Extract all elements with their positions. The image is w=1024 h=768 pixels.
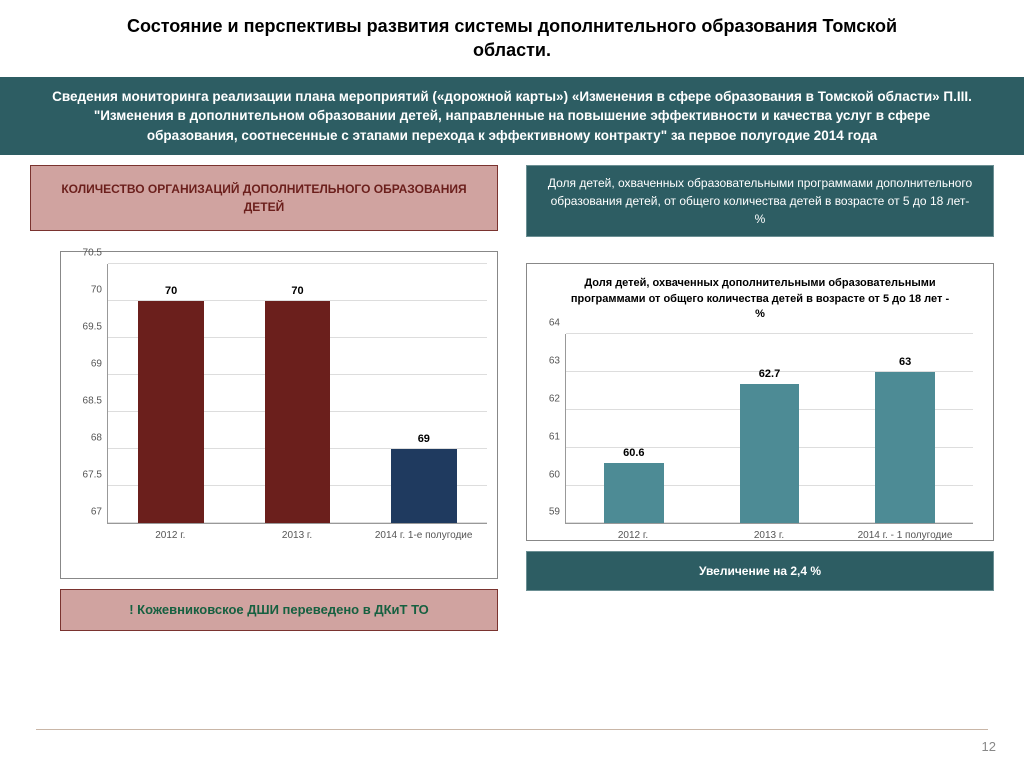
ytick-label: 70.5 [83,248,108,259]
x-label: 2014 г. 1-е полугодие [360,530,487,541]
bar-value-label: 63 [899,356,911,368]
ytick-label: 68.5 [83,396,108,407]
ytick-label: 67.5 [83,470,108,481]
x-label: 2014 г. - 1 полугодие [837,530,973,541]
x-label: 2013 г. [701,530,837,541]
page-number: 12 [982,739,996,754]
page-title: Состояние и перспективы развития системы… [0,0,1024,71]
ytick-label: 59 [549,507,566,518]
ytick-label: 67 [91,507,108,518]
bar-value-label: 70 [165,285,177,297]
ytick-label: 62 [549,394,566,405]
x-label: 2012 г. [565,530,701,541]
bar-value-label: 62.7 [759,368,780,380]
ytick-label: 70 [91,285,108,296]
ytick-label: 64 [549,318,566,329]
info-banner: Сведения мониторинга реализации плана ме… [0,77,1024,156]
ytick-label: 69.5 [83,322,108,333]
footer-divider [36,729,988,730]
bar: 60.6 [604,463,664,523]
left-footer-note: ! Кожевниковское ДШИ переведено в ДКиТ Т… [60,589,498,631]
ytick-label: 68 [91,433,108,444]
right-panel-heading: Доля детей, охваченных образовательными … [526,165,994,237]
bar: 62.7 [740,384,800,524]
bar: 63 [875,372,935,523]
bar: 70 [265,301,331,523]
bar-value-label: 70 [291,285,303,297]
right-chart-title: Доля детей, охваченных дополнительными о… [527,264,993,326]
bar-value-label: 60.6 [623,447,644,459]
right-chart: Доля детей, охваченных дополнительными о… [526,263,994,541]
ytick-label: 61 [549,431,566,442]
bar-value-label: 69 [418,433,430,445]
ytick-label: 69 [91,359,108,370]
x-label: 2013 г. [234,530,361,541]
ytick-label: 63 [549,356,566,367]
x-label: 2012 г. [107,530,234,541]
right-footer-note: Увеличение на 2,4 % [526,551,994,591]
ytick-label: 60 [549,469,566,480]
bar: 69 [391,449,457,523]
left-panel-heading: КОЛИЧЕСТВО ОРГАНИЗАЦИЙ ДОПОЛНИТЕЛЬНОГО О… [30,165,498,231]
left-chart: 6767.56868.56969.57070.5707069 2012 г.20… [60,251,498,579]
bar: 70 [138,301,204,523]
